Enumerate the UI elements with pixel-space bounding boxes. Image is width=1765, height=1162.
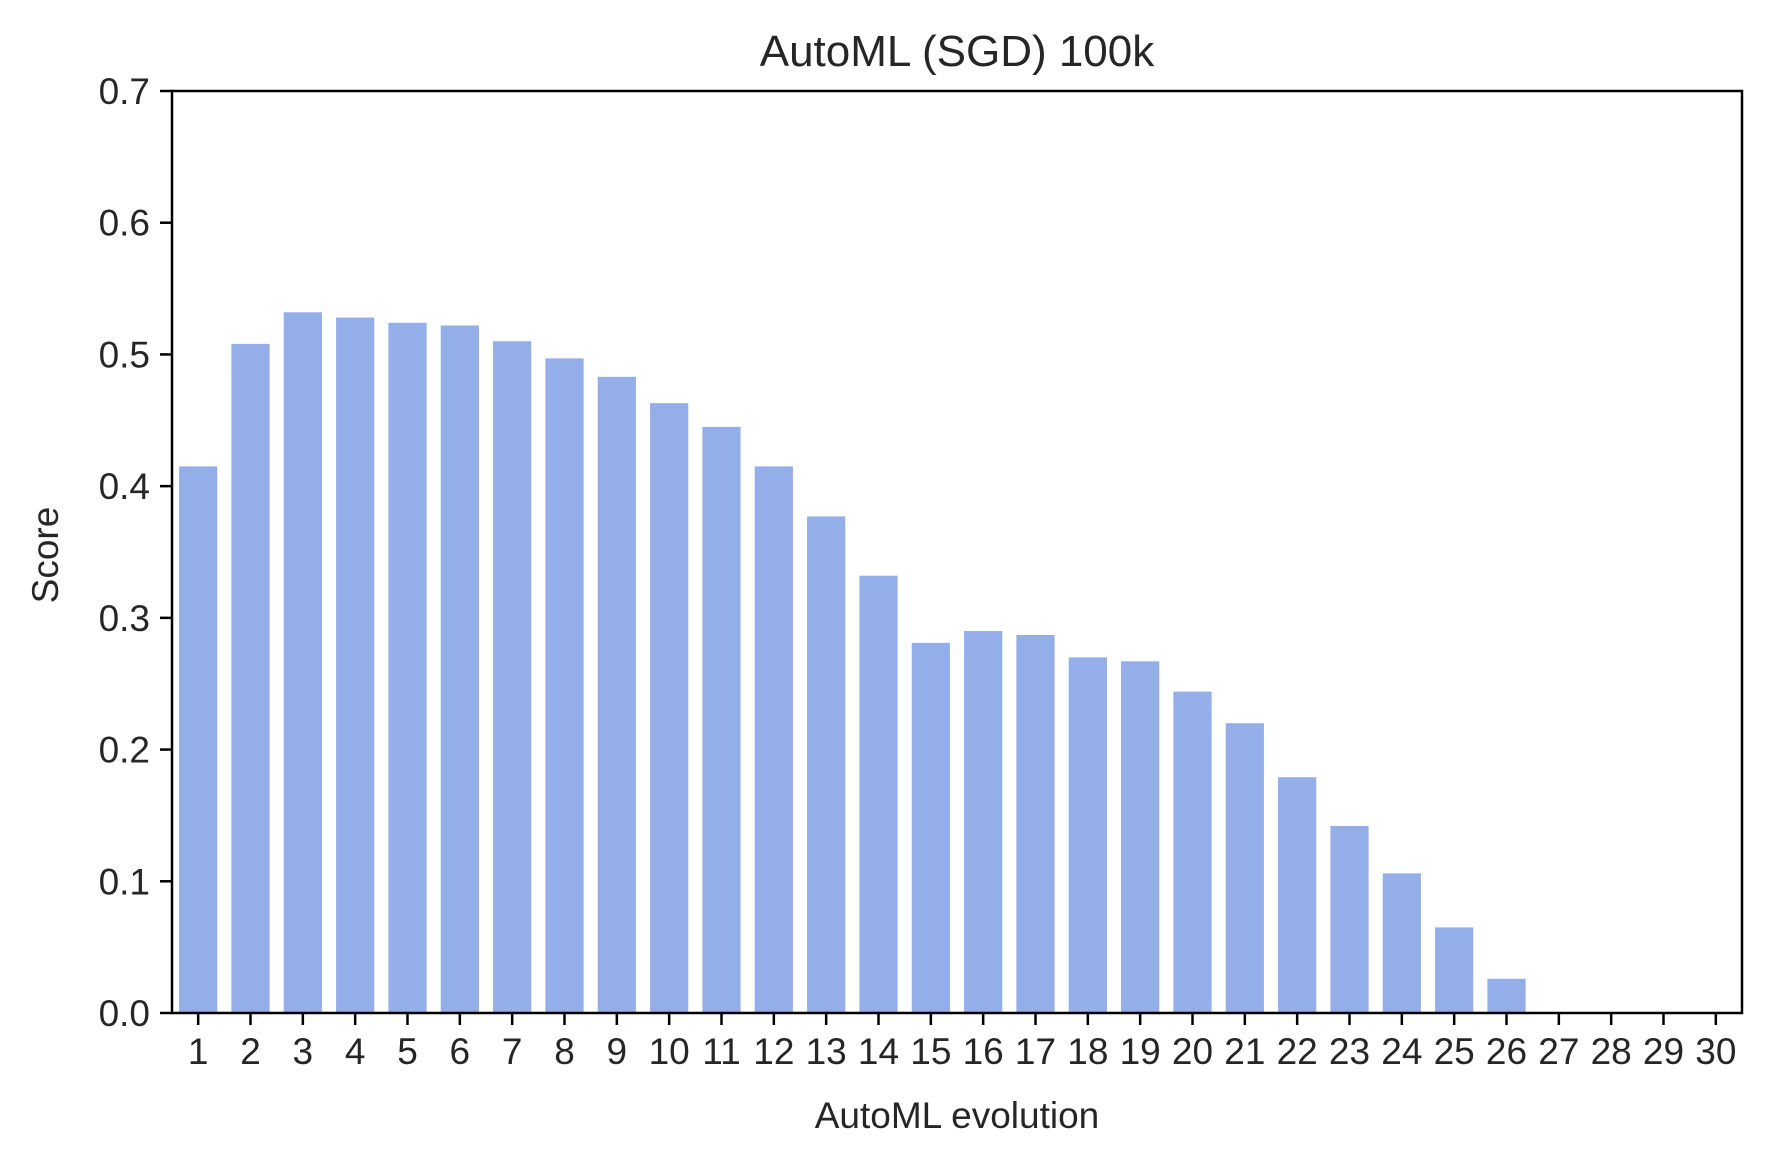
x-tick-label-11: 11: [702, 1031, 740, 1072]
bar-9: [597, 376, 636, 1013]
x-tick-label-3: 3: [293, 1031, 314, 1072]
bar-13: [807, 516, 846, 1013]
x-tick-label-15: 15: [910, 1031, 951, 1072]
bar-19: [1121, 661, 1160, 1013]
bar-8: [545, 358, 584, 1013]
bar-18: [1068, 657, 1107, 1013]
x-tick-label-16: 16: [963, 1031, 1004, 1072]
bar-5: [388, 322, 427, 1013]
bar-10: [650, 403, 689, 1014]
bar-7: [493, 341, 532, 1013]
x-tick-label-19: 19: [1120, 1031, 1161, 1072]
bar-14: [859, 575, 898, 1013]
x-tick-label-20: 20: [1172, 1031, 1213, 1072]
x-tick-label-24: 24: [1381, 1031, 1422, 1072]
x-tick-label-12: 12: [753, 1031, 794, 1072]
x-tick-label-28: 28: [1591, 1031, 1632, 1072]
y-tick-label-0.2: 0.2: [99, 730, 150, 771]
y-tick-label-0.0: 0.0: [99, 993, 150, 1034]
x-tick-label-25: 25: [1434, 1031, 1475, 1072]
bar-26: [1487, 978, 1526, 1013]
x-tick-label-5: 5: [397, 1031, 418, 1072]
chart-title: AutoML (SGD) 100k: [760, 27, 1156, 76]
y-tick-label-0.4: 0.4: [99, 466, 150, 507]
x-tick-label-23: 23: [1329, 1031, 1370, 1072]
x-axis-label: AutoML evolution: [815, 1095, 1100, 1136]
x-tick-label-2: 2: [240, 1031, 261, 1072]
y-tick-label-0.3: 0.3: [99, 598, 150, 639]
bar-2: [231, 343, 270, 1013]
bar-6: [440, 325, 479, 1013]
bar-11: [702, 426, 741, 1013]
y-tick-label-0.6: 0.6: [99, 203, 150, 244]
x-tick-label-10: 10: [649, 1031, 690, 1072]
x-tick-label-26: 26: [1486, 1031, 1527, 1072]
x-tick-label-9: 9: [607, 1031, 628, 1072]
x-tick-label-21: 21: [1224, 1031, 1265, 1072]
x-axis: 1 2 3 4 5 6 7 8 9 10 11 12 13 14 15 16 17 18 19 20 21 22 23 24 2…: [188, 1013, 1736, 1072]
bar-16: [964, 631, 1003, 1013]
x-tick-label-18: 18: [1067, 1031, 1108, 1072]
x-tick-label-27: 27: [1538, 1031, 1579, 1072]
x-tick-label-6: 6: [450, 1031, 471, 1072]
bar-15: [911, 642, 950, 1013]
x-tick-label-13: 13: [806, 1031, 847, 1072]
x-tick-label-29: 29: [1643, 1031, 1684, 1072]
bar-21: [1225, 723, 1264, 1013]
y-axis-label: Score: [25, 507, 66, 604]
bar-24: [1382, 873, 1421, 1013]
x-tick-label-14: 14: [858, 1031, 899, 1072]
x-tick-label-4: 4: [345, 1031, 366, 1072]
bar-25: [1435, 927, 1474, 1013]
bar-1: [179, 466, 218, 1013]
bar-22: [1278, 777, 1317, 1013]
y-tick-label-0.1: 0.1: [99, 861, 150, 902]
x-tick-label-22: 22: [1277, 1031, 1318, 1072]
x-tick-label-8: 8: [554, 1031, 575, 1072]
y-axis: 0.0 0.1 0.2 0.3 0.4 0.5 0.6 0.7: [99, 71, 172, 1034]
bar-12: [754, 466, 793, 1013]
y-tick-label-0.7: 0.7: [99, 71, 150, 112]
bar-17: [1016, 634, 1055, 1013]
plot-frame: [170, 89, 1744, 1015]
x-tick-label-7: 7: [502, 1031, 523, 1072]
x-tick-label-17: 17: [1015, 1031, 1056, 1072]
bar-20: [1173, 691, 1212, 1013]
bars-group: [179, 312, 1526, 1014]
x-tick-label-1: 1: [188, 1031, 209, 1072]
x-tick-label-30: 30: [1695, 1031, 1736, 1072]
bar-23: [1330, 825, 1369, 1013]
y-tick-label-0.5: 0.5: [99, 334, 150, 375]
bar-3: [283, 312, 322, 1013]
bar-4: [336, 317, 375, 1013]
